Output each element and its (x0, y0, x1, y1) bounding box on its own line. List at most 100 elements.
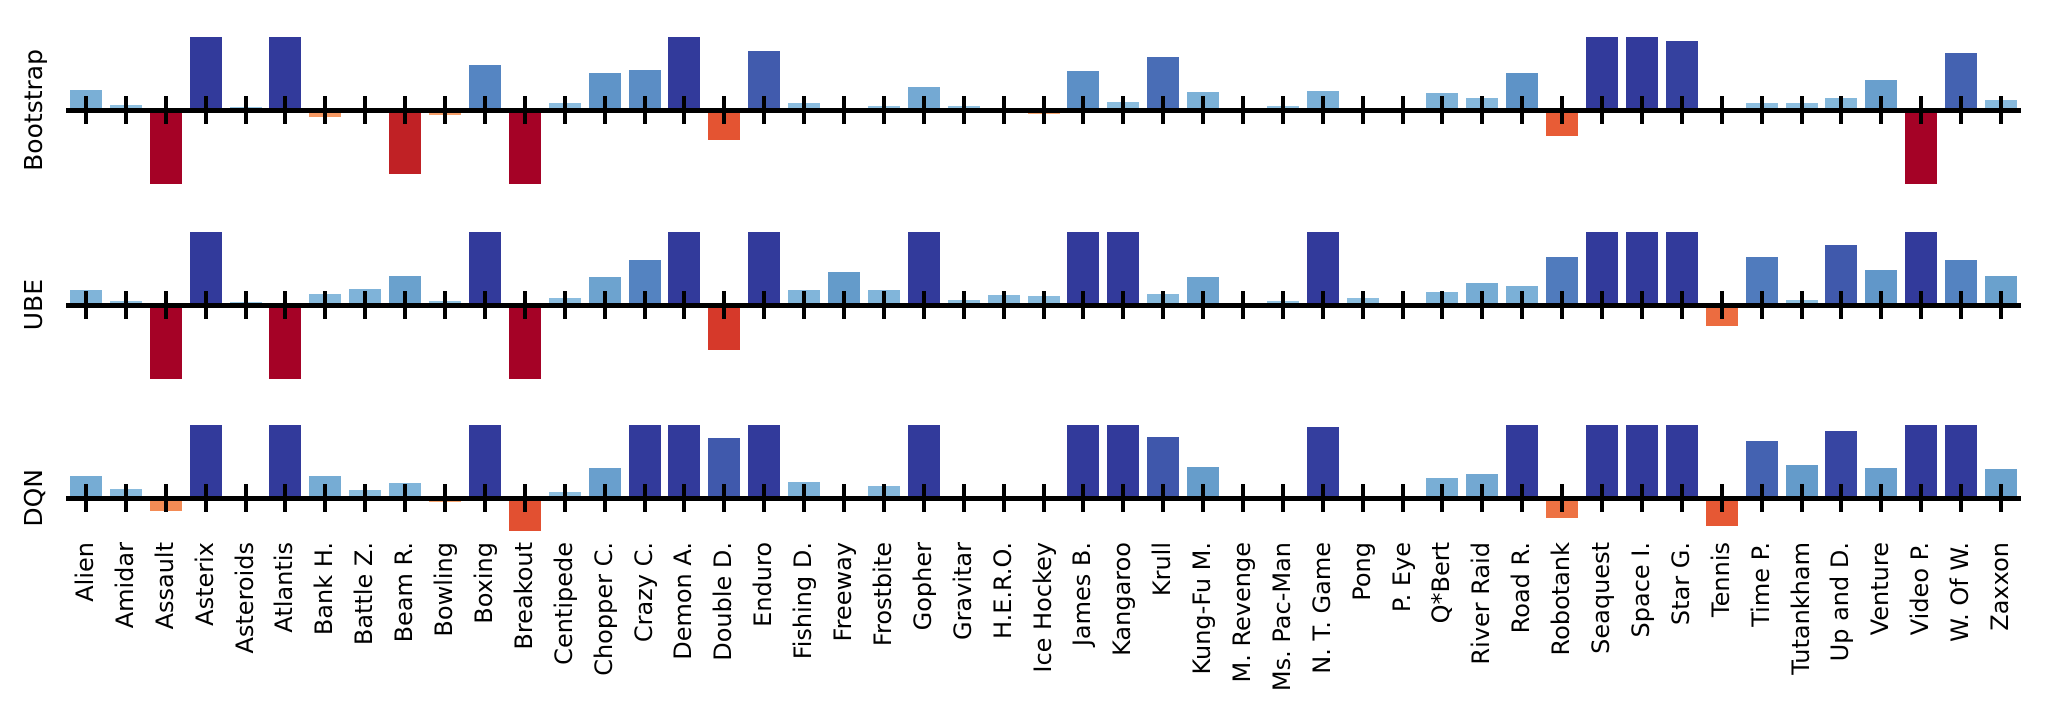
axis-tick (1520, 96, 1525, 124)
axis-tick (1280, 484, 1285, 512)
axis-tick (1600, 291, 1605, 319)
axis-tick (243, 291, 248, 319)
axis-tick (1360, 291, 1365, 319)
axis-tick (1001, 291, 1006, 319)
axis-tick (1759, 291, 1764, 319)
x-tick-label-venture: Venture (1866, 542, 1895, 636)
axis-tick (921, 484, 926, 512)
axis-tick (1121, 484, 1126, 512)
axis-tick (403, 96, 408, 124)
axis-tick (1719, 484, 1724, 512)
axis-tick (1161, 96, 1166, 124)
axis-tick (522, 291, 527, 319)
x-tick-label-amidar: Amidar (110, 542, 139, 629)
axis-tick (323, 291, 328, 319)
axis-tick (443, 484, 448, 512)
x-tick-label-seaquest: Seaquest (1587, 542, 1616, 654)
axis-tick (1679, 484, 1684, 512)
axis-tick (1081, 484, 1086, 512)
axis-tick (682, 291, 687, 319)
axis-tick (123, 96, 128, 124)
axis-tick (1240, 484, 1245, 512)
axis-tick (1440, 291, 1445, 319)
x-tick-label-q-bert: Q*Bert (1427, 542, 1456, 624)
axis-tick (443, 96, 448, 124)
axis-tick (83, 484, 88, 512)
axis-tick (602, 291, 607, 319)
x-tick-label-fishing-d-: Fishing D. (789, 542, 818, 660)
axis-tick (961, 291, 966, 319)
x-tick-label-up-and-d-: Up and D. (1826, 542, 1855, 662)
axis-tick (1201, 291, 1206, 319)
axis-tick (203, 96, 208, 124)
x-tick-label-assault: Assault (150, 542, 179, 630)
x-tick-label-space-i-: Space I. (1626, 542, 1655, 638)
axis-tick (1959, 291, 1964, 319)
x-tick-label-gopher: Gopher (908, 542, 937, 631)
x-tick-label-star-g-: Star G. (1666, 542, 1695, 626)
axis-tick (123, 291, 128, 319)
axis-tick (1440, 96, 1445, 124)
axis-tick (762, 96, 767, 124)
x-tick-label-w-of-w-: W. Of W. (1946, 542, 1975, 642)
axis-tick (1320, 291, 1325, 319)
x-tick-label-h-e-r-o-: H.E.R.O. (988, 542, 1017, 640)
x-tick-label-road-r-: Road R. (1507, 542, 1536, 634)
axis-tick (1839, 291, 1844, 319)
x-tick-label-m-revenge: M. Revenge (1227, 542, 1256, 683)
axis-tick (1639, 291, 1644, 319)
axis-tick (961, 484, 966, 512)
axis-tick (1719, 96, 1724, 124)
axis-tick (602, 96, 607, 124)
axis-tick (1679, 291, 1684, 319)
x-tick-label-centipede: Centipede (549, 542, 578, 665)
axis-tick (1001, 484, 1006, 512)
axis-tick (1999, 96, 2004, 124)
axis-tick (1240, 96, 1245, 124)
axis-tick (1999, 291, 2004, 319)
axis-tick (562, 96, 567, 124)
axis-tick (961, 96, 966, 124)
axis-tick (722, 96, 727, 124)
axis-tick (1560, 96, 1565, 124)
axis-tick (1999, 484, 2004, 512)
x-tick-label-atlantis: Atlantis (270, 542, 299, 633)
axis-tick (1480, 484, 1485, 512)
axis-tick (682, 96, 687, 124)
x-tick-label-time-p-: Time P. (1746, 542, 1775, 627)
axis-tick (203, 291, 208, 319)
axis-tick (1799, 96, 1804, 124)
axis-tick (83, 96, 88, 124)
x-tick-label-p-eye: P. Eye (1387, 542, 1416, 613)
x-tick-label-river-raid: River Raid (1467, 542, 1496, 665)
axis-tick (642, 484, 647, 512)
axis-tick (1799, 291, 1804, 319)
axis-tick (642, 291, 647, 319)
axis-tick (1879, 291, 1884, 319)
axis-tick (403, 484, 408, 512)
y-axis-label-ube-box: UBE (16, 210, 50, 400)
axis-tick (1081, 291, 1086, 319)
axis-tick (363, 484, 368, 512)
x-tick-label-crazy-c-: Crazy C. (629, 542, 658, 643)
axis-tick (403, 291, 408, 319)
x-tick-label-demon-a-: Demon A. (669, 542, 698, 660)
y-axis-label-bootstrap: Bootstrap (18, 49, 48, 171)
x-tick-label-asteroids: Asteroids (230, 542, 259, 654)
axis-tick (482, 484, 487, 512)
axis-tick (1240, 291, 1245, 319)
axis-tick (1280, 291, 1285, 319)
y-axis-label-ube: UBE (18, 279, 48, 331)
x-tick-label-video-p-: Video P. (1906, 542, 1935, 636)
axis-tick (1480, 291, 1485, 319)
axis-tick (1839, 484, 1844, 512)
axis-tick (1520, 291, 1525, 319)
x-tick-label-double-d-: Double D. (709, 542, 738, 661)
x-tick-label-krull: Krull (1148, 542, 1177, 597)
x-tick-label-tennis: Tennis (1706, 542, 1735, 617)
axis-tick (842, 484, 846, 512)
axis-tick (1400, 96, 1405, 124)
axis-tick (1400, 484, 1405, 512)
